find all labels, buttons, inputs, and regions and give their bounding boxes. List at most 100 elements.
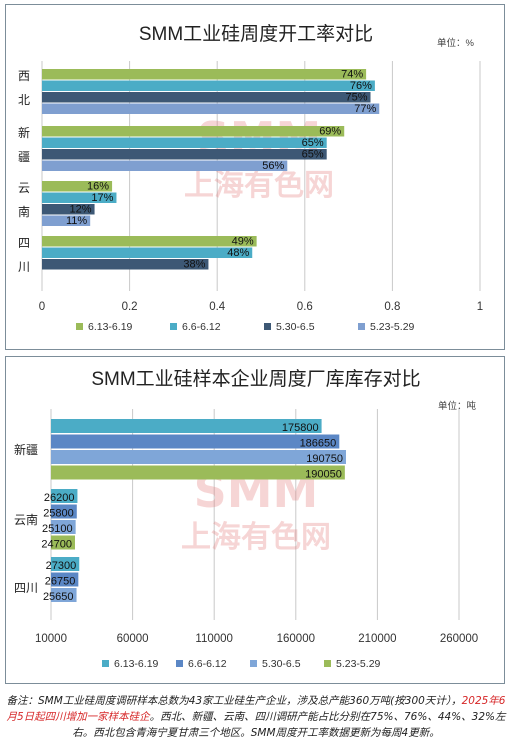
bar <box>42 103 380 114</box>
utilization-chart: SMM工业硅周度开工率对比单位：%00.20.40.60.81SMM上海有色网7… <box>18 23 483 333</box>
data-label: 16% <box>87 181 109 193</box>
data-label: 190050 <box>305 469 342 481</box>
category-label: 云 <box>18 181 30 195</box>
legend-swatch <box>170 323 177 330</box>
bar <box>42 69 367 80</box>
category-label: 四川 <box>14 581 38 595</box>
footnote: 备注：SMM工业硅周度调研样本总数为43家工业硅生产企业，涉及总产能360万吨(… <box>6 693 506 741</box>
bar <box>51 489 78 503</box>
bar <box>51 572 79 587</box>
data-label: 49% <box>232 236 254 248</box>
footnote-text: 备注：SMM工业硅周度调研样本总数为43家工业硅生产企业，涉及总产能360万吨(… <box>6 695 462 707</box>
x-tick-label: 0.6 <box>297 301 313 313</box>
category-label: 北 <box>18 93 30 107</box>
category-label: 川 <box>18 260 30 274</box>
bar <box>42 236 257 247</box>
legend-swatch <box>250 660 257 667</box>
footnote-highlight: 2025年6月5日起四川增加一家样本硅企 <box>6 695 506 723</box>
data-label: 175800 <box>282 422 319 434</box>
x-tick-label: 260000 <box>440 633 478 645</box>
bar <box>51 588 77 602</box>
category-label: 南 <box>18 204 30 219</box>
x-tick-label: 0.8 <box>384 301 400 313</box>
unit-label: 单位：吨 <box>438 400 477 412</box>
x-tick-label: 0.2 <box>122 301 138 313</box>
watermark-text: 上海有色网 <box>181 520 331 555</box>
unit-label: 单位：% <box>437 37 475 49</box>
x-tick-label: 110000 <box>195 633 233 645</box>
x-tick-label: 10000 <box>35 633 67 645</box>
x-tick-label: 0.4 <box>209 301 226 313</box>
bar <box>42 126 345 137</box>
bar <box>42 259 209 270</box>
data-label: 27300 <box>46 560 77 572</box>
legend-label: 5.30-6.5 <box>276 321 315 333</box>
data-label: 69% <box>319 126 341 138</box>
bar <box>51 535 75 550</box>
data-label: 25650 <box>43 591 74 603</box>
category-label: 新疆 <box>14 442 38 457</box>
data-label: 48% <box>227 247 249 259</box>
x-tick-label: 1 <box>477 301 483 313</box>
data-label: 26750 <box>45 576 76 588</box>
legend-label: 5.30-6.5 <box>262 658 301 670</box>
data-label: 77% <box>354 103 376 115</box>
category-label: 新 <box>18 125 30 140</box>
bar <box>51 557 80 571</box>
bar <box>51 419 322 433</box>
x-tick-label: 60000 <box>117 633 149 645</box>
bar <box>42 92 371 103</box>
legend-label: 6.13-6.19 <box>88 321 133 333</box>
bar <box>42 247 253 258</box>
data-label: 25800 <box>43 508 74 520</box>
data-label: 38% <box>183 259 205 271</box>
x-tick-label: 0 <box>39 301 45 313</box>
data-label: 75% <box>345 92 367 104</box>
legend-swatch <box>176 660 183 667</box>
watermark-text: 上海有色网 <box>184 168 334 203</box>
data-label: 65% <box>302 137 324 149</box>
legend-swatch <box>264 323 271 330</box>
bar <box>42 160 288 171</box>
data-label: 76% <box>350 80 372 92</box>
bar <box>51 465 345 480</box>
data-label: 186650 <box>300 438 337 450</box>
legend-swatch <box>324 660 331 667</box>
footnote-text-tail: 。西北、新疆、云南、四川调研产能占比分别在75%、76%、44%、32%左右。西… <box>72 711 506 739</box>
bar <box>42 80 375 91</box>
legend-swatch <box>102 660 109 667</box>
bar <box>51 450 346 464</box>
data-label: 26200 <box>44 492 75 504</box>
legend-label: 6.6-6.12 <box>182 321 221 333</box>
data-label: 56% <box>262 160 284 172</box>
bar <box>42 137 327 148</box>
chart-title: SMM工业硅周度开工率对比 <box>139 23 373 45</box>
data-label: 24700 <box>41 539 72 551</box>
bar <box>42 204 95 215</box>
legend-swatch <box>358 323 365 330</box>
legend-label: 6.6-6.12 <box>188 658 227 670</box>
category-label: 四 <box>18 236 30 250</box>
category-label: 云南 <box>14 512 38 527</box>
category-label: 疆 <box>18 150 30 164</box>
x-tick-label: 160000 <box>277 633 315 645</box>
inventory-chart-panel: SMM工业硅样本企业周度厂库库存对比 单位：吨 10000 60000 110000 16… <box>5 356 505 684</box>
utilization-chart-panel: SMM工业硅周度开工率对比单位：%00.20.40.60.81SMM上海有色网7… <box>5 4 505 350</box>
bar <box>51 520 76 534</box>
data-label: 11% <box>66 215 87 227</box>
data-label: 65% <box>302 149 324 161</box>
legend-label: 6.13-6.19 <box>114 658 159 670</box>
data-label: 17% <box>91 192 113 204</box>
category-label: 西 <box>18 69 30 83</box>
bar <box>51 504 77 519</box>
bar <box>42 192 117 203</box>
legend-swatch <box>76 323 83 330</box>
data-label: 74% <box>341 69 363 81</box>
legend-label: 5.23-5.29 <box>370 321 415 333</box>
data-label: 190750 <box>306 453 343 465</box>
data-label: 12% <box>70 204 92 216</box>
bar <box>51 434 340 449</box>
bar <box>42 149 327 160</box>
legend-label: 5.23-5.29 <box>336 658 381 670</box>
